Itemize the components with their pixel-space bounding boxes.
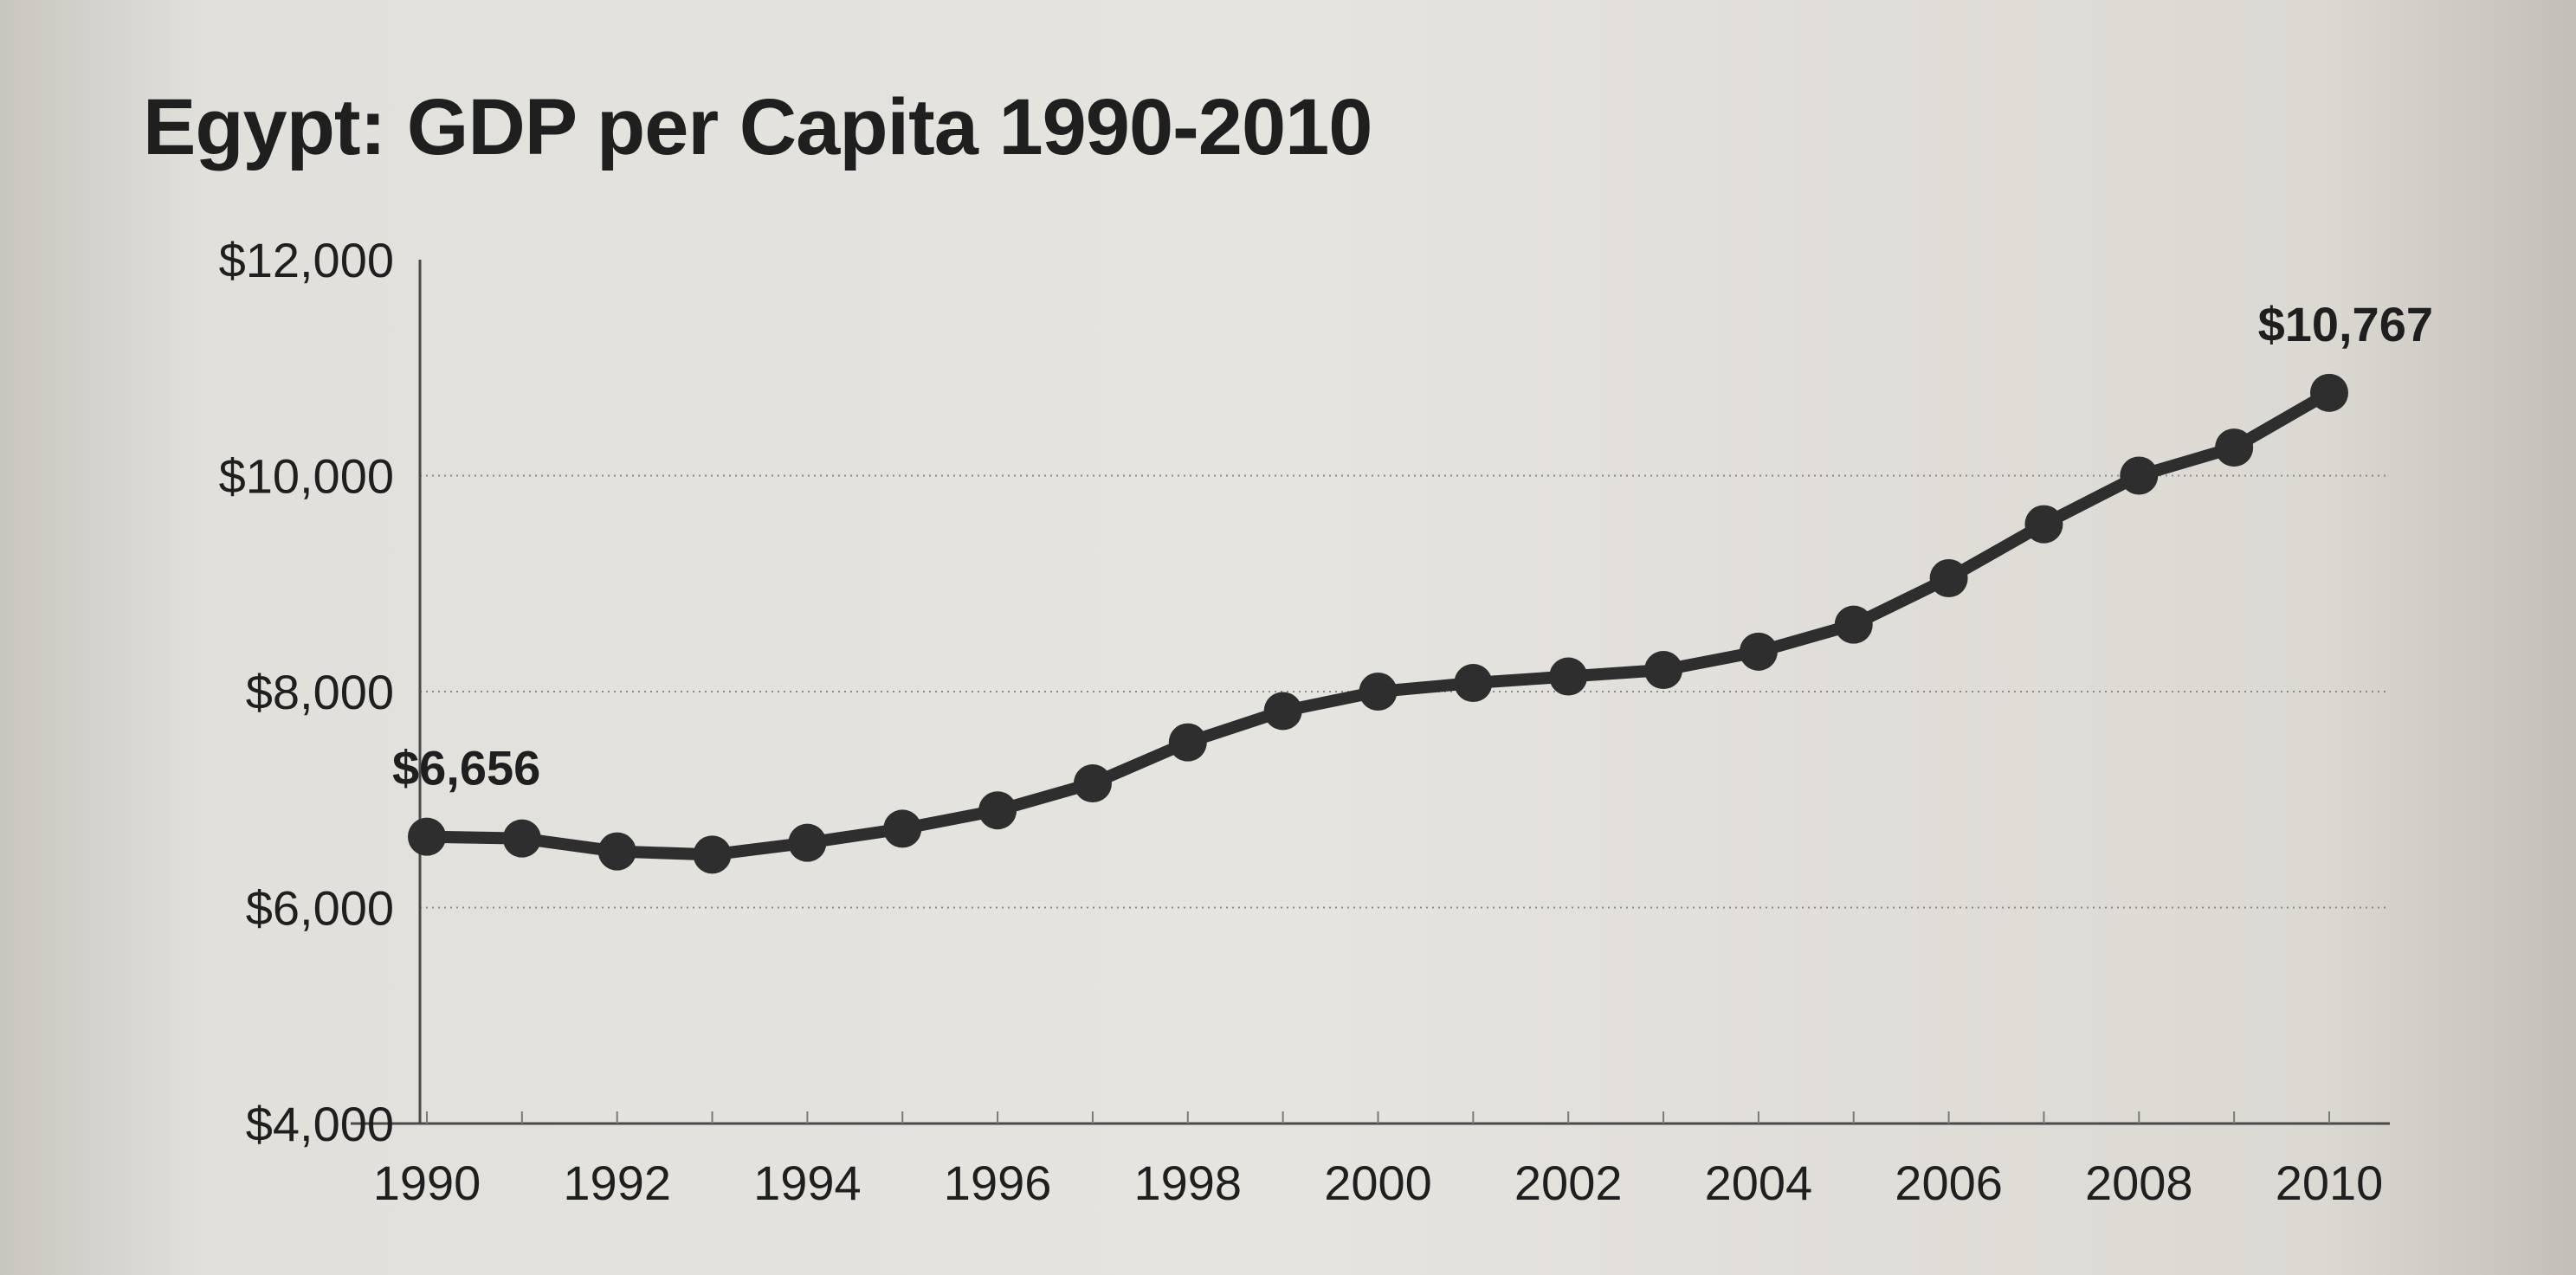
y-tick-label: $6,000 bbox=[246, 881, 394, 936]
x-tick-label: 2008 bbox=[2085, 1156, 2193, 1210]
data-point-1994 bbox=[788, 823, 827, 862]
data-point-1993 bbox=[693, 835, 732, 874]
x-tick-label: 1996 bbox=[944, 1156, 1052, 1210]
data-point-2009 bbox=[2215, 428, 2254, 467]
data-point-1995 bbox=[883, 809, 922, 848]
y-tick-label: $4,000 bbox=[246, 1097, 394, 1151]
data-point-2001 bbox=[1454, 664, 1493, 703]
y-tick-label: $8,000 bbox=[246, 665, 394, 719]
x-tick-label: 1994 bbox=[753, 1156, 862, 1210]
x-tick-label: 2006 bbox=[1895, 1156, 2003, 1210]
x-tick-label: 1990 bbox=[373, 1156, 481, 1210]
data-point-2000 bbox=[1359, 673, 1398, 711]
data-label-2010: $10,767 bbox=[2258, 297, 2433, 351]
data-point-2004 bbox=[1739, 632, 1778, 671]
data-point-1990 bbox=[408, 817, 446, 856]
chart-title: Egypt: GDP per Capita 1990-2010 bbox=[143, 83, 1372, 171]
series-line bbox=[421, 386, 2335, 861]
data-point-1991 bbox=[502, 819, 541, 858]
x-tick-label: 2004 bbox=[1705, 1156, 1813, 1210]
data-point-1996 bbox=[978, 791, 1017, 830]
data-point-2006 bbox=[1929, 559, 1968, 598]
x-tick-label: 2002 bbox=[1514, 1156, 1623, 1210]
x-tick-label: 1992 bbox=[563, 1156, 671, 1210]
x-tick-label: 1998 bbox=[1134, 1156, 1243, 1210]
data-point-2002 bbox=[1549, 657, 1588, 696]
y-axis-tick-labels: $4,000 $6,000 $8,000 $10,000 $12,000 bbox=[219, 233, 394, 1151]
x-tick-label: 2010 bbox=[2276, 1156, 2384, 1210]
data-point-2007 bbox=[2024, 505, 2063, 544]
gridlines bbox=[420, 474, 2390, 909]
axes bbox=[351, 260, 2390, 1125]
data-point-2005 bbox=[1834, 605, 1873, 644]
data-labels: $6,656 $10,767 bbox=[392, 297, 2433, 795]
data-point-1992 bbox=[597, 832, 636, 871]
x-tick-label: 2000 bbox=[1324, 1156, 1432, 1210]
x-axis-tick-labels: 1990 1992 1994 1996 1998 2000 2002 2004 2006 2008… bbox=[373, 1156, 2384, 1210]
data-label-1990: $6,656 bbox=[392, 741, 540, 795]
data-point-2008 bbox=[2120, 456, 2159, 495]
y-tick-label: $12,000 bbox=[219, 233, 394, 287]
data-point-1997 bbox=[1073, 764, 1112, 803]
data-point-1999 bbox=[1263, 692, 1302, 731]
data-point-2003 bbox=[1644, 651, 1683, 690]
y-tick-label: $10,000 bbox=[219, 449, 394, 504]
data-point-2010 bbox=[2310, 373, 2348, 412]
data-point-1998 bbox=[1168, 723, 1207, 762]
series-gdp-per-capita bbox=[408, 373, 2348, 874]
